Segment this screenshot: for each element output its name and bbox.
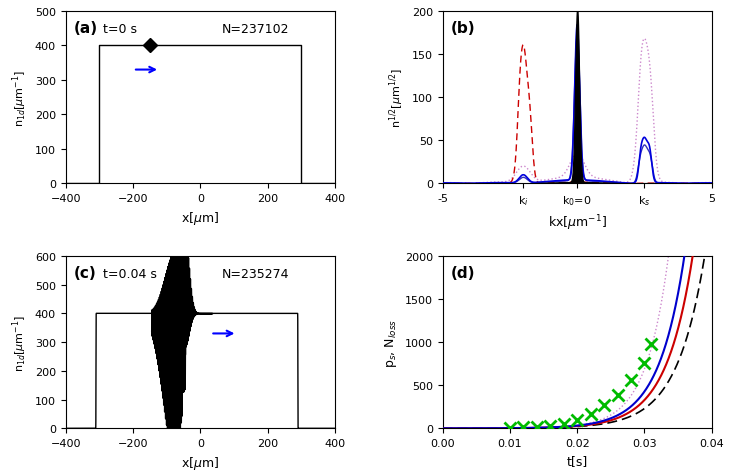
- Text: (b): (b): [450, 20, 475, 36]
- Text: N=237102: N=237102: [222, 22, 289, 36]
- Text: N=235274: N=235274: [222, 267, 289, 280]
- Y-axis label: p$_s$, N$_{loss}$: p$_s$, N$_{loss}$: [383, 318, 399, 367]
- X-axis label: x[$\mu$m]: x[$\mu$m]: [181, 209, 220, 226]
- X-axis label: x[$\mu$m]: x[$\mu$m]: [181, 454, 220, 471]
- Text: t=0.04 s: t=0.04 s: [104, 267, 157, 280]
- Y-axis label: n$^{1/2}$[$\mu$m$^{1/2}$]: n$^{1/2}$[$\mu$m$^{1/2}$]: [388, 68, 406, 128]
- Text: (a): (a): [74, 20, 98, 36]
- X-axis label: t[s]: t[s]: [566, 454, 588, 466]
- Y-axis label: n$_{1d}$[$\mu$m$^{-1}$]: n$_{1d}$[$\mu$m$^{-1}$]: [11, 69, 29, 126]
- Y-axis label: n$_{1d}$[$\mu$m$^{-1}$]: n$_{1d}$[$\mu$m$^{-1}$]: [11, 314, 29, 371]
- X-axis label: kx[$\mu$m$^{-1}$]: kx[$\mu$m$^{-1}$]: [548, 213, 607, 233]
- Text: (c): (c): [74, 265, 96, 280]
- Text: (d): (d): [450, 265, 475, 280]
- Text: t=0 s: t=0 s: [104, 22, 137, 36]
